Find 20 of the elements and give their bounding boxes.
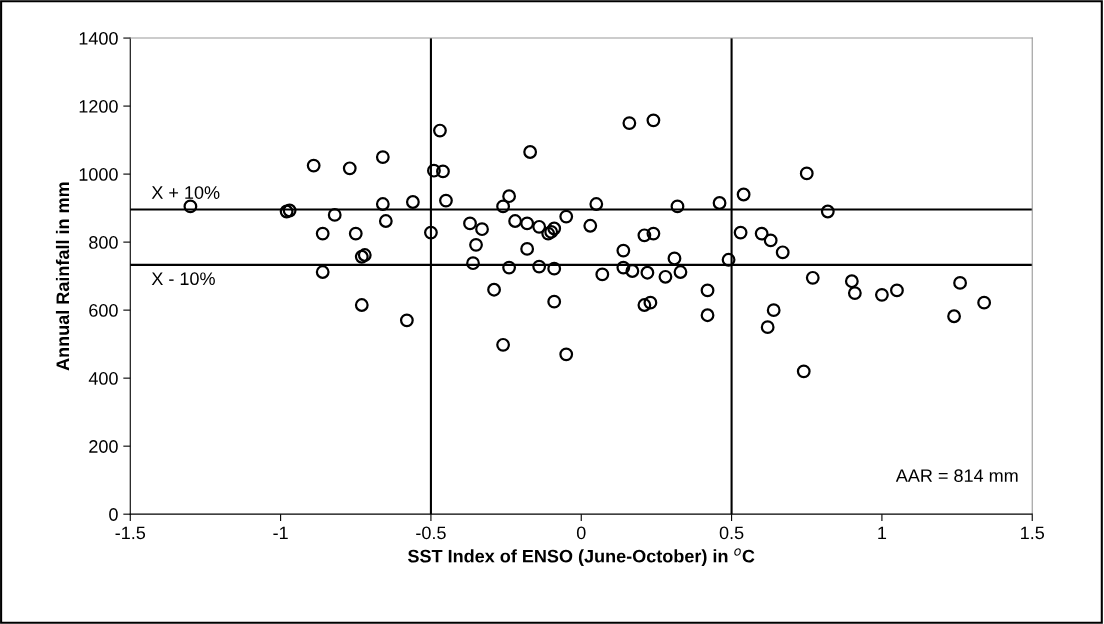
y-tick-label: 0 — [109, 508, 118, 521]
ref-line-label: X - 10% — [151, 272, 215, 286]
x-tick-label: -1.5 — [115, 526, 146, 540]
y-tick-label: 1200 — [79, 100, 118, 113]
y-tick-label: 200 — [89, 440, 118, 453]
y-tick-label: 400 — [88, 372, 118, 385]
y-tick-label: 1000 — [79, 168, 118, 181]
y-axis-title: Annual Rainfall in mm — [55, 182, 70, 371]
annotation: AAR = 814 mm — [895, 469, 1018, 483]
x-tick-label: -1 — [273, 526, 288, 540]
x-tick-label: 1.5 — [1021, 526, 1045, 540]
x-axis-title: SST Index of ENSO (June-October) in $^{o}$C — [407, 548, 755, 567]
y-tick-label: 1400 — [79, 32, 118, 45]
y-tick-label: 800 — [89, 236, 118, 249]
x-tick-label: 1 — [878, 526, 887, 540]
x-tick-label: 0 — [576, 526, 586, 540]
y-tick-label: 600 — [89, 304, 118, 317]
x-tick-label: -0.5 — [416, 526, 446, 540]
x-tick-label: 0.5 — [719, 526, 744, 540]
ref-line-label: X + 10% — [151, 186, 220, 199]
